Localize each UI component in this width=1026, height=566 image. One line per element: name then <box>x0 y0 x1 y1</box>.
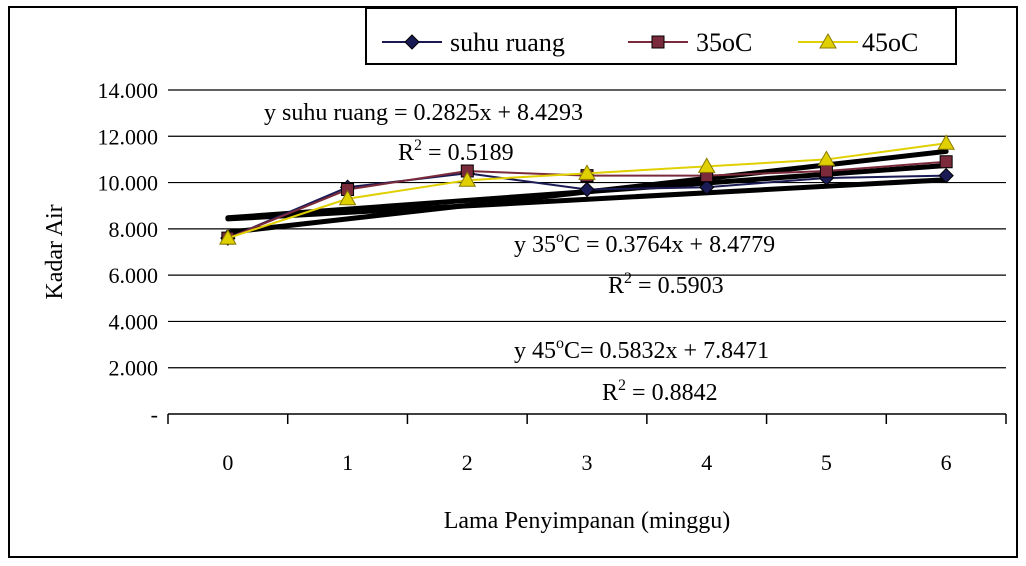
equation-35c: y 35oC = 0.3764x + 8.4779 <box>514 229 775 258</box>
r2-value: 0.5903 <box>658 273 724 299</box>
x-axis-title: Lama Penyimpanan (minggu) <box>444 508 731 534</box>
r2-superscript: 2 <box>624 270 632 287</box>
r2-prefix: R <box>602 380 618 406</box>
r-squared-35c: R2 = 0.5903 <box>608 270 724 299</box>
grid-layer <box>168 89 1006 369</box>
data-point <box>697 157 716 173</box>
x-tick-label: 3 <box>582 450 593 475</box>
data-point <box>699 179 715 195</box>
chart-frame: - 2.000 4.000 6.000 8.000 10.000 12.000 14.000 0… <box>8 6 1018 558</box>
legend-label: 35oC <box>696 28 752 57</box>
degree-sign: o <box>556 229 564 246</box>
legend-marker <box>404 34 420 50</box>
y-tick-label: 2.000 <box>109 356 159 381</box>
degree-sign: o <box>556 335 564 352</box>
data-point <box>458 171 477 187</box>
data-point <box>939 155 953 169</box>
r2-superscript: 2 <box>414 137 422 154</box>
data-point <box>938 167 954 184</box>
equation-suffix: C= 0.5832x + 7.8471 <box>564 338 769 364</box>
x-tick-label: 0 <box>222 450 233 475</box>
data-point <box>578 164 596 180</box>
x-tick-label: 6 <box>941 450 952 475</box>
legend-marker <box>819 32 837 49</box>
chart-svg: - 2.000 4.000 6.000 8.000 10.000 12.000 14.000 0… <box>42 8 1007 534</box>
r-squared-suhu-ruang: R2 = 0.5189 <box>398 137 514 166</box>
y-tick-label: 14.000 <box>98 78 159 103</box>
y-tick-label: - <box>151 402 158 427</box>
r2-superscript: 2 <box>618 377 626 394</box>
data-point <box>218 229 237 245</box>
trendline-1 <box>225 177 949 222</box>
r2-equals: = <box>626 380 652 406</box>
equation-suffix: C = 0.3764x + 8.4779 <box>564 232 775 258</box>
r2-prefix: R <box>608 273 624 299</box>
r2-equals: = <box>632 273 658 299</box>
y-tick-label: 12.000 <box>98 124 159 149</box>
series-layer <box>218 134 956 246</box>
x-tick-label: 1 <box>342 450 353 475</box>
x-tick-label: 4 <box>701 450 712 475</box>
equation-suhu-ruang: y suhu ruang = 0.2825x + 8.4293 <box>264 100 583 126</box>
legend-label: 45oC <box>862 28 918 57</box>
r2-value: 0.8842 <box>652 380 718 406</box>
data-point <box>937 134 956 150</box>
data-point <box>819 164 833 178</box>
y-axis-title: Kadar Air <box>42 204 68 299</box>
chart-legend: suhu ruang 35oC 45oC <box>365 8 957 65</box>
r2-prefix: R <box>398 140 414 166</box>
equation-prefix: y 35 <box>514 232 556 258</box>
x-tick-label: 5 <box>821 450 832 475</box>
data-point <box>579 181 595 198</box>
y-tick-label: 4.000 <box>109 309 159 334</box>
label-layer: - 2.000 4.000 6.000 8.000 10.000 12.000 14.000 0… <box>42 78 952 534</box>
equation-prefix: y 45 <box>514 338 556 364</box>
r2-value: 0.5189 <box>448 140 514 166</box>
legend-marker <box>651 35 665 49</box>
axis-layer <box>167 413 1007 424</box>
x-tick-label: 2 <box>462 450 473 475</box>
data-point <box>338 189 357 206</box>
data-point <box>817 150 836 166</box>
y-tick-label: 10.000 <box>98 171 159 196</box>
equation-45c: y 45oC= 0.5832x + 7.8471 <box>514 335 769 364</box>
r2-equals: = <box>422 140 448 166</box>
y-tick-label: 8.000 <box>109 217 159 242</box>
y-tick-label: 6.000 <box>109 263 159 288</box>
r-squared-45c: R2 = 0.8842 <box>602 377 718 406</box>
legend-label: suhu ruang <box>450 28 565 57</box>
